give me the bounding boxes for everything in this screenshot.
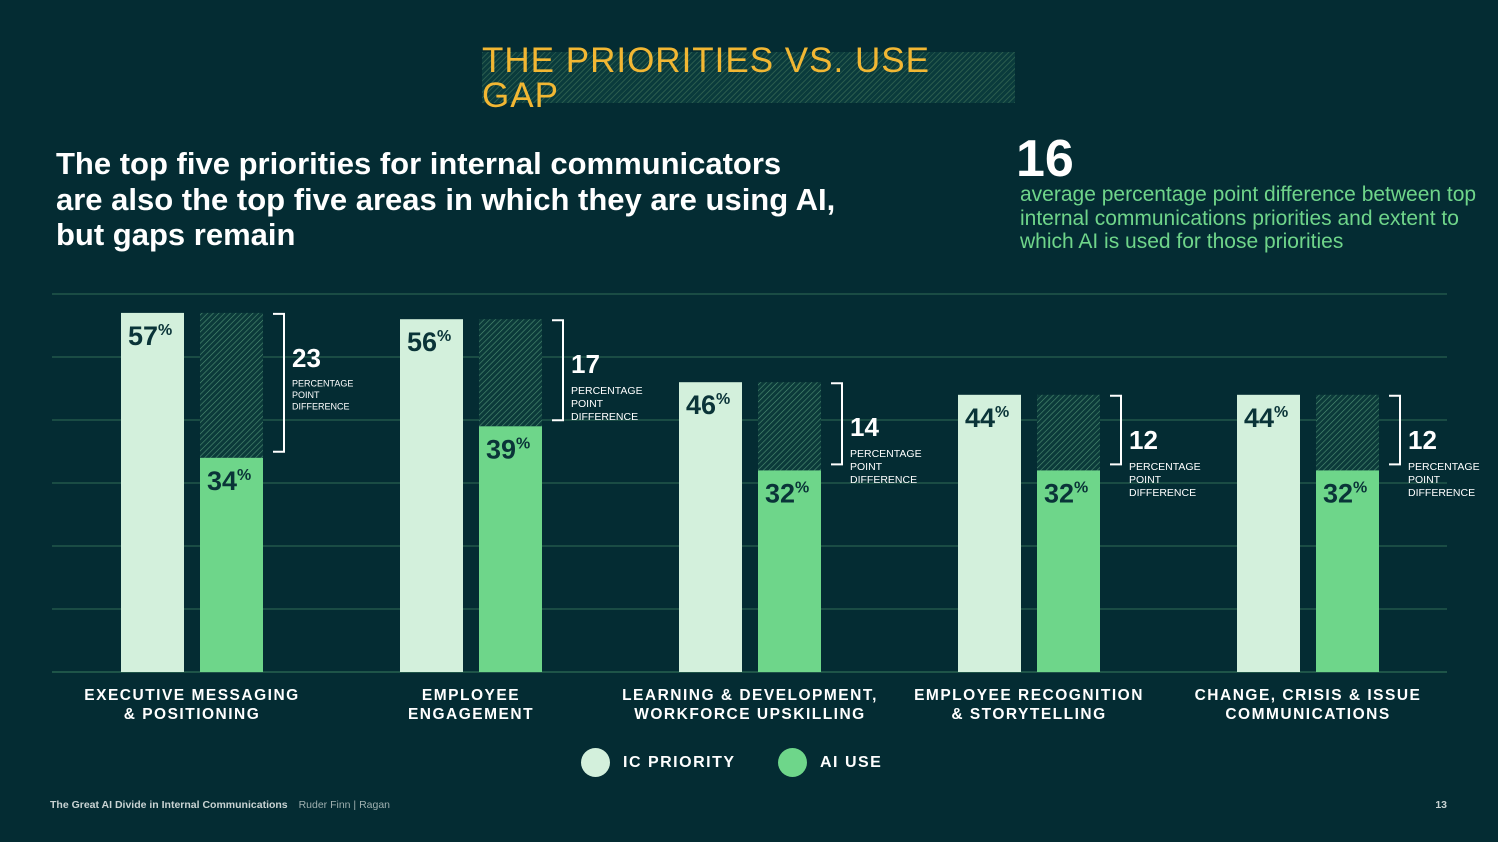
banner-title: THE PRIORITIES VS. USE GAP (482, 40, 930, 115)
legend-ai-use-label: AI USE (820, 753, 883, 771)
difference-bracket (831, 382, 843, 466)
difference-caption: PERCENTAGE (292, 378, 353, 388)
difference-caption: PERCENTAGE (850, 448, 922, 460)
gap-hatch (479, 319, 542, 427)
difference-caption: DIFFERENCE (292, 401, 350, 411)
headline-line-1: The top five priorities for internal com… (56, 146, 782, 181)
ic-priority-bar (1237, 394, 1300, 672)
category-label: ENGAGEMENT (408, 706, 534, 723)
legend-ic-priority: IC PRIORITY (581, 748, 736, 777)
ai-use-value-label: 32% (1323, 478, 1367, 508)
gap-hatch (758, 382, 821, 471)
footer-organizations: Ruder Finn | Ragan (298, 799, 391, 811)
headline-line-3: but gaps remain (56, 217, 296, 252)
ai-use-bar (1316, 470, 1379, 672)
ai-use-value-label: 34% (207, 466, 251, 496)
difference-caption: DIFFERENCE (571, 411, 638, 423)
ai-use-swatch (778, 748, 807, 777)
difference-bracket (552, 319, 564, 422)
difference-bracket (273, 312, 285, 453)
headline: The top five priorities for internal com… (56, 146, 936, 253)
category-label: EMPLOYEE RECOGNITION (914, 687, 1144, 704)
difference-caption: PERCENTAGE (1129, 461, 1201, 473)
ic-priority-bar (121, 312, 184, 672)
difference-caption: POINT (850, 461, 883, 473)
footer-publication: The Great AI Divide in Internal Communic… (50, 799, 288, 811)
stat-description: average percentage point difference betw… (1020, 183, 1477, 253)
category-label: & POSITIONING (124, 706, 261, 723)
difference-caption: POINT (571, 398, 604, 410)
difference-caption: POINT (1408, 474, 1441, 486)
category-label: LEARNING & DEVELOPMENT, (622, 687, 878, 704)
bars (121, 312, 1379, 672)
difference-caption: PERCENTAGE (1408, 461, 1480, 473)
difference-caption: DIFFERENCE (1408, 487, 1475, 499)
legend-ic-priority-label: IC PRIORITY (623, 753, 736, 771)
difference-bracket (1389, 394, 1401, 466)
difference-value: 17 (571, 349, 600, 379)
ic-priority-swatch (581, 748, 610, 777)
difference-caption: DIFFERENCE (850, 474, 917, 486)
ai-use-bar (1037, 470, 1100, 672)
ic-priority-bar (400, 319, 463, 672)
category-label: WORKFORCE UPSKILLING (634, 706, 866, 723)
headline-line-2: are also the top five areas in which the… (56, 181, 836, 217)
page-number: 13 (1435, 799, 1447, 811)
ai-use-bar (758, 470, 821, 672)
gap-hatch (200, 312, 263, 458)
difference-caption: PERCENTAGE (571, 385, 643, 397)
difference-value: 12 (1129, 425, 1158, 455)
ai-use-bar (200, 457, 263, 672)
category-label: & STORYTELLING (951, 706, 1106, 723)
difference-value: 12 (1408, 425, 1437, 455)
difference-value: 14 (850, 412, 879, 442)
difference-caption: DIFFERENCE (1129, 487, 1196, 499)
category-label: COMMUNICATIONS (1225, 706, 1390, 723)
category-label: CHANGE, CRISIS & ISSUE (1195, 687, 1422, 704)
ic-priority-bar (679, 382, 742, 672)
section-banner: THE PRIORITIES VS. USE GAP (482, 43, 1015, 113)
legend-ai-use: AI USE (778, 748, 882, 777)
bar-chart: 57%34%23PERCENTAGEPOINTDIFFERENCEEXECUTI… (52, 293, 1480, 723)
difference-value: 23 (292, 343, 321, 373)
category-label: EXECUTIVE MESSAGING (84, 687, 299, 704)
difference-caption: POINT (1129, 474, 1162, 486)
category-label: EMPLOYEE (422, 687, 520, 704)
difference-caption: POINT (292, 390, 320, 400)
stat-number: 16 (1016, 130, 1074, 188)
gap-hatch (1037, 394, 1100, 471)
footer: The Great AI Divide in Internal Communic… (50, 799, 390, 811)
ai-use-bar (479, 426, 542, 672)
difference-bracket (1110, 394, 1122, 466)
gap-hatch (1316, 394, 1379, 471)
ic-priority-bar (958, 394, 1021, 672)
